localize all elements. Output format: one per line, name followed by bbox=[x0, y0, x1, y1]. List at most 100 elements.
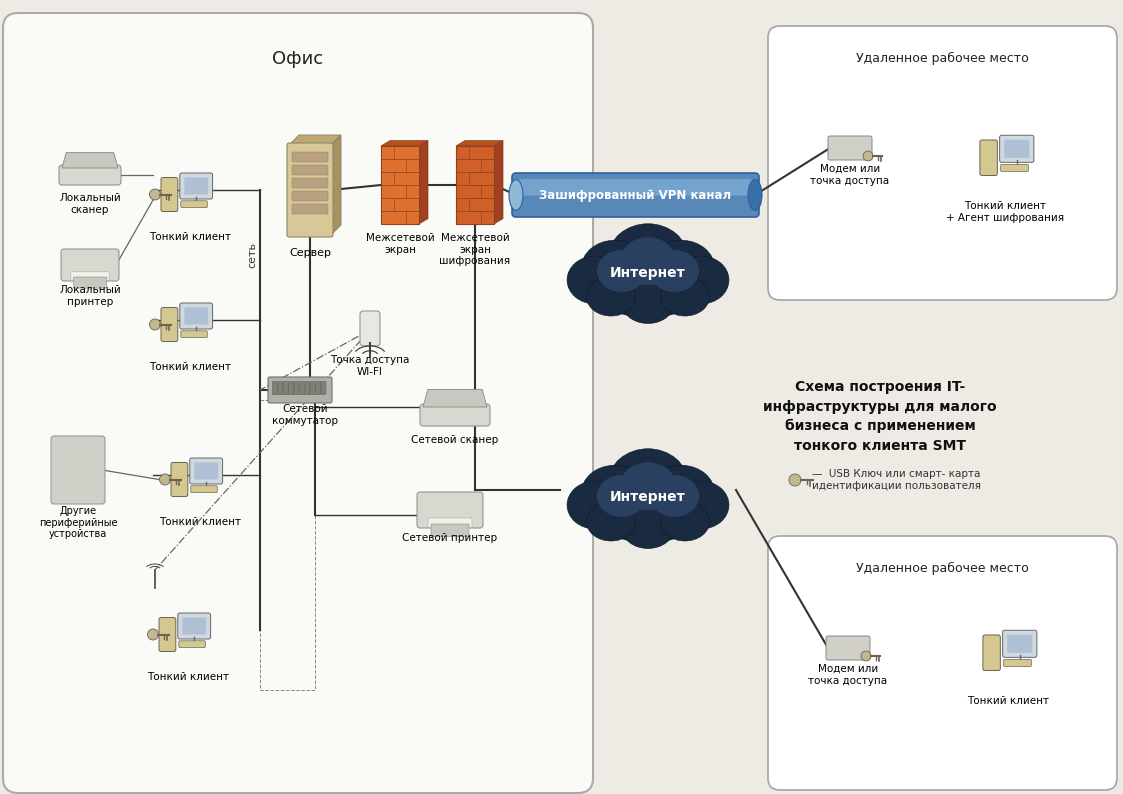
Text: Удаленное рабочее место: Удаленное рабочее место bbox=[856, 562, 1029, 575]
FancyBboxPatch shape bbox=[273, 381, 277, 395]
Polygon shape bbox=[331, 135, 341, 235]
Ellipse shape bbox=[628, 484, 695, 541]
Text: Модем или
точка доступа: Модем или точка доступа bbox=[811, 164, 889, 186]
Polygon shape bbox=[419, 141, 428, 224]
Ellipse shape bbox=[628, 259, 695, 316]
Text: Локальный
принтер: Локальный принтер bbox=[60, 285, 121, 306]
FancyBboxPatch shape bbox=[191, 486, 217, 492]
FancyBboxPatch shape bbox=[321, 381, 326, 395]
FancyBboxPatch shape bbox=[980, 140, 997, 175]
Polygon shape bbox=[456, 141, 503, 146]
FancyBboxPatch shape bbox=[292, 204, 328, 214]
Ellipse shape bbox=[660, 277, 710, 316]
Ellipse shape bbox=[567, 256, 623, 304]
FancyBboxPatch shape bbox=[161, 178, 177, 211]
FancyBboxPatch shape bbox=[456, 146, 494, 224]
Text: Другие
периферийные
устройства: Другие периферийные устройства bbox=[39, 506, 117, 539]
Ellipse shape bbox=[586, 502, 636, 541]
FancyBboxPatch shape bbox=[194, 462, 218, 480]
FancyBboxPatch shape bbox=[519, 179, 752, 195]
FancyBboxPatch shape bbox=[180, 303, 212, 329]
FancyBboxPatch shape bbox=[1003, 630, 1037, 657]
Ellipse shape bbox=[748, 179, 763, 210]
Circle shape bbox=[149, 189, 161, 200]
Ellipse shape bbox=[650, 250, 699, 292]
FancyBboxPatch shape bbox=[999, 135, 1034, 162]
FancyBboxPatch shape bbox=[184, 178, 208, 195]
Polygon shape bbox=[381, 141, 428, 146]
Polygon shape bbox=[494, 141, 503, 224]
Ellipse shape bbox=[567, 481, 623, 529]
Ellipse shape bbox=[622, 282, 675, 323]
Ellipse shape bbox=[581, 465, 648, 522]
FancyBboxPatch shape bbox=[310, 381, 316, 395]
Text: Межсетевой
экран: Межсетевой экран bbox=[366, 233, 435, 255]
FancyBboxPatch shape bbox=[1007, 634, 1032, 653]
FancyBboxPatch shape bbox=[60, 165, 121, 185]
Circle shape bbox=[147, 629, 158, 640]
FancyBboxPatch shape bbox=[161, 307, 177, 341]
FancyBboxPatch shape bbox=[768, 536, 1117, 790]
Ellipse shape bbox=[648, 465, 715, 522]
FancyBboxPatch shape bbox=[768, 26, 1117, 300]
Ellipse shape bbox=[601, 259, 668, 316]
FancyBboxPatch shape bbox=[305, 381, 310, 395]
FancyBboxPatch shape bbox=[428, 518, 472, 527]
FancyBboxPatch shape bbox=[159, 618, 176, 652]
FancyBboxPatch shape bbox=[381, 146, 419, 224]
FancyBboxPatch shape bbox=[1004, 140, 1030, 158]
Text: Модем или
точка доступа: Модем или точка доступа bbox=[809, 664, 887, 685]
Text: Интернет: Интернет bbox=[610, 265, 686, 279]
Text: Тонкий клиент: Тонкий клиент bbox=[149, 362, 231, 372]
FancyBboxPatch shape bbox=[300, 381, 304, 395]
Text: —  USB Ключ или смарт- карта
идентификации пользователя: — USB Ключ или смарт- карта идентификаци… bbox=[812, 469, 982, 491]
Ellipse shape bbox=[660, 502, 710, 541]
Text: Сервер: Сервер bbox=[289, 248, 331, 258]
Ellipse shape bbox=[622, 507, 675, 549]
FancyBboxPatch shape bbox=[179, 641, 206, 648]
FancyBboxPatch shape bbox=[71, 272, 109, 280]
Ellipse shape bbox=[648, 241, 715, 297]
Polygon shape bbox=[62, 152, 118, 168]
Text: Сетевой принтер: Сетевой принтер bbox=[402, 533, 497, 543]
Text: Схема построения IT-
инфраструктуры для малого
бизнеса с применением
тонкого кли: Схема построения IT- инфраструктуры для … bbox=[764, 380, 997, 453]
Text: Локальный
сканер: Локальный сканер bbox=[60, 193, 121, 214]
FancyBboxPatch shape bbox=[292, 165, 328, 175]
FancyBboxPatch shape bbox=[294, 381, 299, 395]
Text: Тонкий клиент
+ Агент шифрования: Тонкий клиент + Агент шифрования bbox=[946, 201, 1065, 222]
Text: Зашифрованный VPN канал: Зашифрованный VPN канал bbox=[539, 188, 731, 202]
FancyBboxPatch shape bbox=[292, 152, 328, 162]
Ellipse shape bbox=[609, 449, 687, 516]
Ellipse shape bbox=[509, 179, 523, 210]
FancyBboxPatch shape bbox=[292, 191, 328, 201]
FancyBboxPatch shape bbox=[3, 13, 593, 793]
FancyBboxPatch shape bbox=[431, 524, 469, 537]
Text: сеть: сеть bbox=[247, 242, 257, 268]
Text: Офис: Офис bbox=[273, 50, 323, 68]
FancyBboxPatch shape bbox=[417, 492, 483, 528]
Ellipse shape bbox=[586, 277, 636, 316]
FancyBboxPatch shape bbox=[181, 201, 208, 207]
Ellipse shape bbox=[581, 241, 648, 297]
FancyBboxPatch shape bbox=[1001, 164, 1029, 172]
Ellipse shape bbox=[609, 224, 687, 291]
FancyBboxPatch shape bbox=[51, 436, 104, 504]
Text: Тонкий клиент: Тонкий клиент bbox=[967, 696, 1049, 706]
FancyBboxPatch shape bbox=[182, 618, 207, 634]
FancyBboxPatch shape bbox=[177, 613, 211, 639]
Polygon shape bbox=[289, 135, 341, 145]
Circle shape bbox=[149, 319, 161, 330]
FancyBboxPatch shape bbox=[360, 311, 380, 346]
Ellipse shape bbox=[601, 484, 668, 541]
FancyBboxPatch shape bbox=[1004, 659, 1031, 666]
FancyBboxPatch shape bbox=[828, 136, 871, 160]
Text: Тонкий клиент: Тонкий клиент bbox=[149, 232, 231, 242]
Text: Интернет: Интернет bbox=[610, 491, 686, 504]
FancyBboxPatch shape bbox=[190, 458, 222, 484]
Circle shape bbox=[789, 474, 801, 486]
FancyBboxPatch shape bbox=[180, 173, 212, 199]
FancyBboxPatch shape bbox=[827, 636, 870, 660]
Text: Межсетевой
экран
шифрования: Межсетевой экран шифрования bbox=[439, 233, 511, 266]
FancyBboxPatch shape bbox=[289, 381, 293, 395]
Circle shape bbox=[861, 651, 871, 661]
